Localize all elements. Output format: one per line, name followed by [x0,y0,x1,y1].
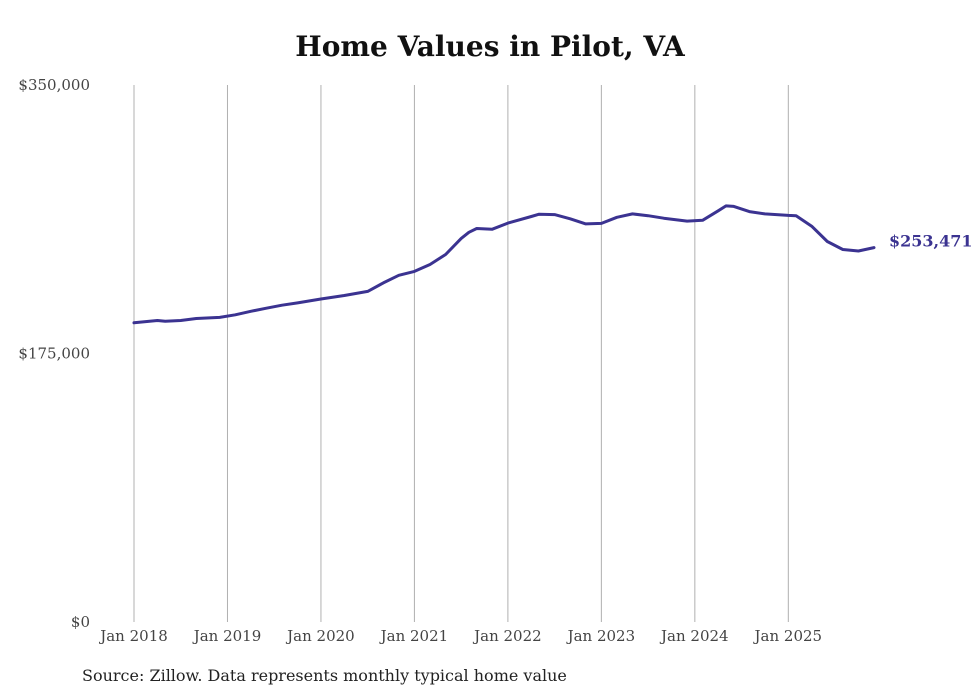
chart-title: Home Values in Pilot, VA [295,30,685,63]
x-tick-label: Jan 2024 [659,627,729,645]
x-tick-label: Jan 2023 [566,627,636,645]
series-line [132,204,876,325]
series-layer: $253,471 [132,204,973,325]
y-tick-label: $0 [71,613,90,631]
source-note: Source: Zillow. Data represents monthly … [82,666,567,685]
x-tick-label: Jan 2020 [285,627,355,645]
x-tick-label: Jan 2021 [379,627,449,645]
x-tick-label: Jan 2018 [98,627,168,645]
x-tick-label: Jan 2019 [192,627,262,645]
x-axis-ticks: Jan 2018 Jan 2019 Jan 2020 Jan 2021 Jan 2022… [98,627,822,645]
x-tick-label: Jan 2025 [753,627,823,645]
line-chart: $0$175,000$350,000 Jan 2018 Jan 2019 Jan 2… [18,76,973,645]
grid-layer [133,85,789,622]
y-tick-label: $350,000 [18,76,90,94]
y-axis-ticks: $0 $175,000 $350,000 [18,76,90,631]
end-value-label: $253,471 [889,232,973,251]
y-tick-label: $175,000 [18,345,90,363]
x-tick-label: Jan 2022 [472,627,542,645]
